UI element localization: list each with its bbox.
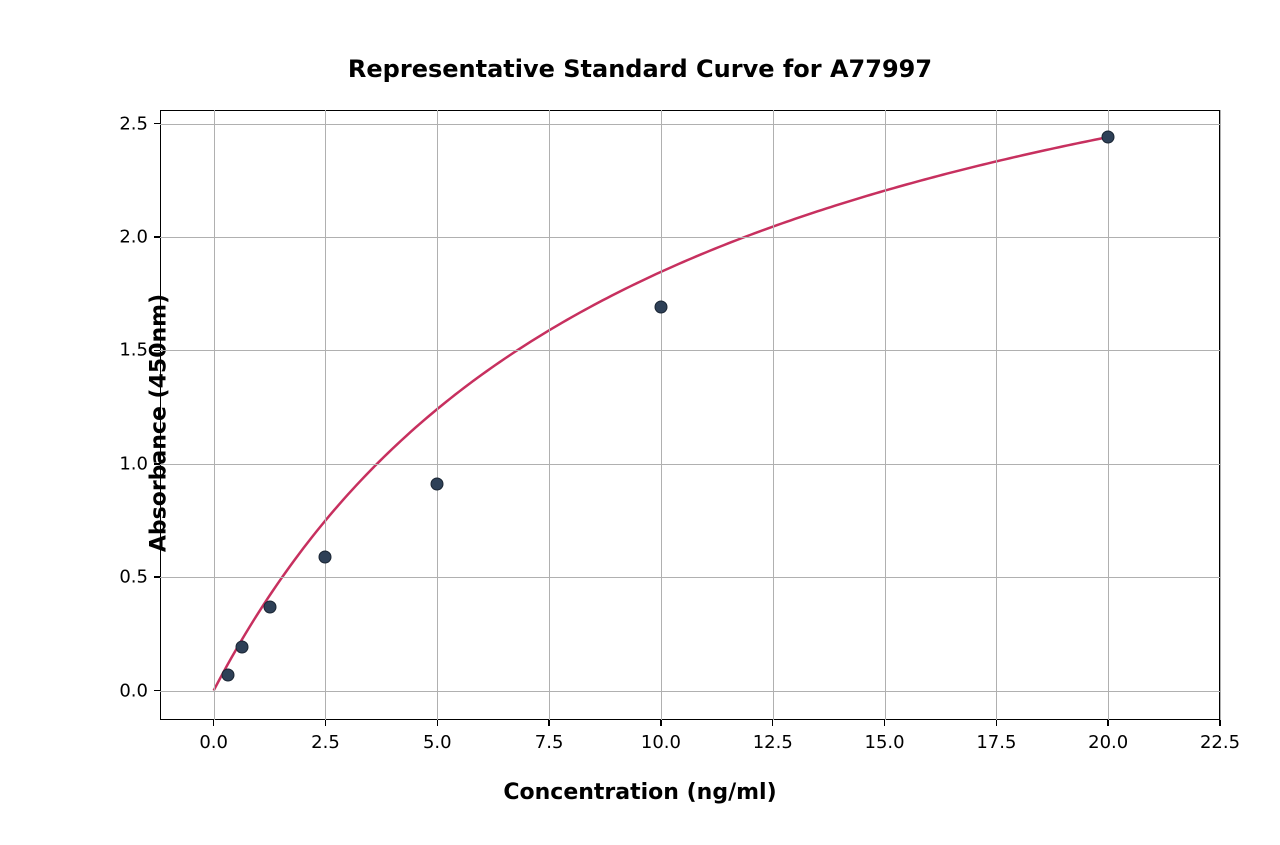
- x-tick-label: 0.0: [199, 732, 228, 753]
- data-point: [319, 550, 332, 563]
- x-tick-label: 15.0: [865, 732, 905, 753]
- y-tick-label: 2.0: [119, 226, 148, 247]
- x-tick-label: 7.5: [535, 732, 564, 753]
- grid-line-horizontal: [160, 691, 1220, 692]
- y-tick-label: 0.5: [119, 567, 148, 588]
- y-tick-mark: [154, 350, 160, 352]
- x-tick-label: 17.5: [976, 732, 1016, 753]
- x-tick-mark: [1107, 720, 1109, 726]
- x-tick-mark: [325, 720, 327, 726]
- grid-line-vertical: [885, 110, 886, 720]
- y-tick-label: 1.5: [119, 340, 148, 361]
- curve-line: [160, 110, 1220, 720]
- y-tick-label: 1.0: [119, 453, 148, 474]
- x-tick-mark: [213, 720, 215, 726]
- x-tick-mark: [772, 720, 774, 726]
- grid-line-vertical: [214, 110, 215, 720]
- data-point: [1102, 131, 1115, 144]
- x-tick-mark: [884, 720, 886, 726]
- grid-line-vertical: [1220, 110, 1221, 720]
- x-tick-label: 2.5: [311, 732, 340, 753]
- y-tick-label: 2.5: [119, 113, 148, 134]
- grid-line-horizontal: [160, 124, 1220, 125]
- plot-border: [160, 110, 1220, 720]
- x-tick-mark: [996, 720, 998, 726]
- data-point: [654, 301, 667, 314]
- x-tick-mark: [548, 720, 550, 726]
- y-tick-mark: [154, 690, 160, 692]
- y-tick-mark: [154, 576, 160, 578]
- fitted-curve: [214, 138, 1104, 691]
- grid-line-horizontal: [160, 577, 1220, 578]
- grid-line-horizontal: [160, 237, 1220, 238]
- y-tick-mark: [154, 463, 160, 465]
- plot-area: 0.02.55.07.510.012.515.017.520.022.50.00…: [160, 110, 1220, 720]
- x-tick-mark: [1219, 720, 1221, 726]
- x-tick-label: 10.0: [641, 732, 681, 753]
- data-point: [431, 478, 444, 491]
- y-tick-mark: [154, 236, 160, 238]
- data-point: [221, 668, 234, 681]
- grid-line-vertical: [773, 110, 774, 720]
- y-tick-mark: [154, 123, 160, 125]
- x-tick-label: 20.0: [1088, 732, 1128, 753]
- x-axis-label: Concentration (ng/ml): [0, 780, 1280, 805]
- x-tick-label: 22.5: [1200, 732, 1240, 753]
- grid-line-horizontal: [160, 464, 1220, 465]
- chart-title: Representative Standard Curve for A77997: [0, 55, 1280, 83]
- data-point: [235, 641, 248, 654]
- grid-line-vertical: [437, 110, 438, 720]
- grid-line-vertical: [549, 110, 550, 720]
- x-tick-mark: [437, 720, 439, 726]
- x-tick-mark: [660, 720, 662, 726]
- grid-line-horizontal: [160, 350, 1220, 351]
- grid-line-vertical: [661, 110, 662, 720]
- data-point: [263, 600, 276, 613]
- x-tick-label: 5.0: [423, 732, 452, 753]
- y-tick-label: 0.0: [119, 680, 148, 701]
- x-tick-label: 12.5: [753, 732, 793, 753]
- grid-line-vertical: [1108, 110, 1109, 720]
- grid-line-vertical: [325, 110, 326, 720]
- grid-line-vertical: [996, 110, 997, 720]
- chart-container: Representative Standard Curve for A77997…: [0, 0, 1280, 845]
